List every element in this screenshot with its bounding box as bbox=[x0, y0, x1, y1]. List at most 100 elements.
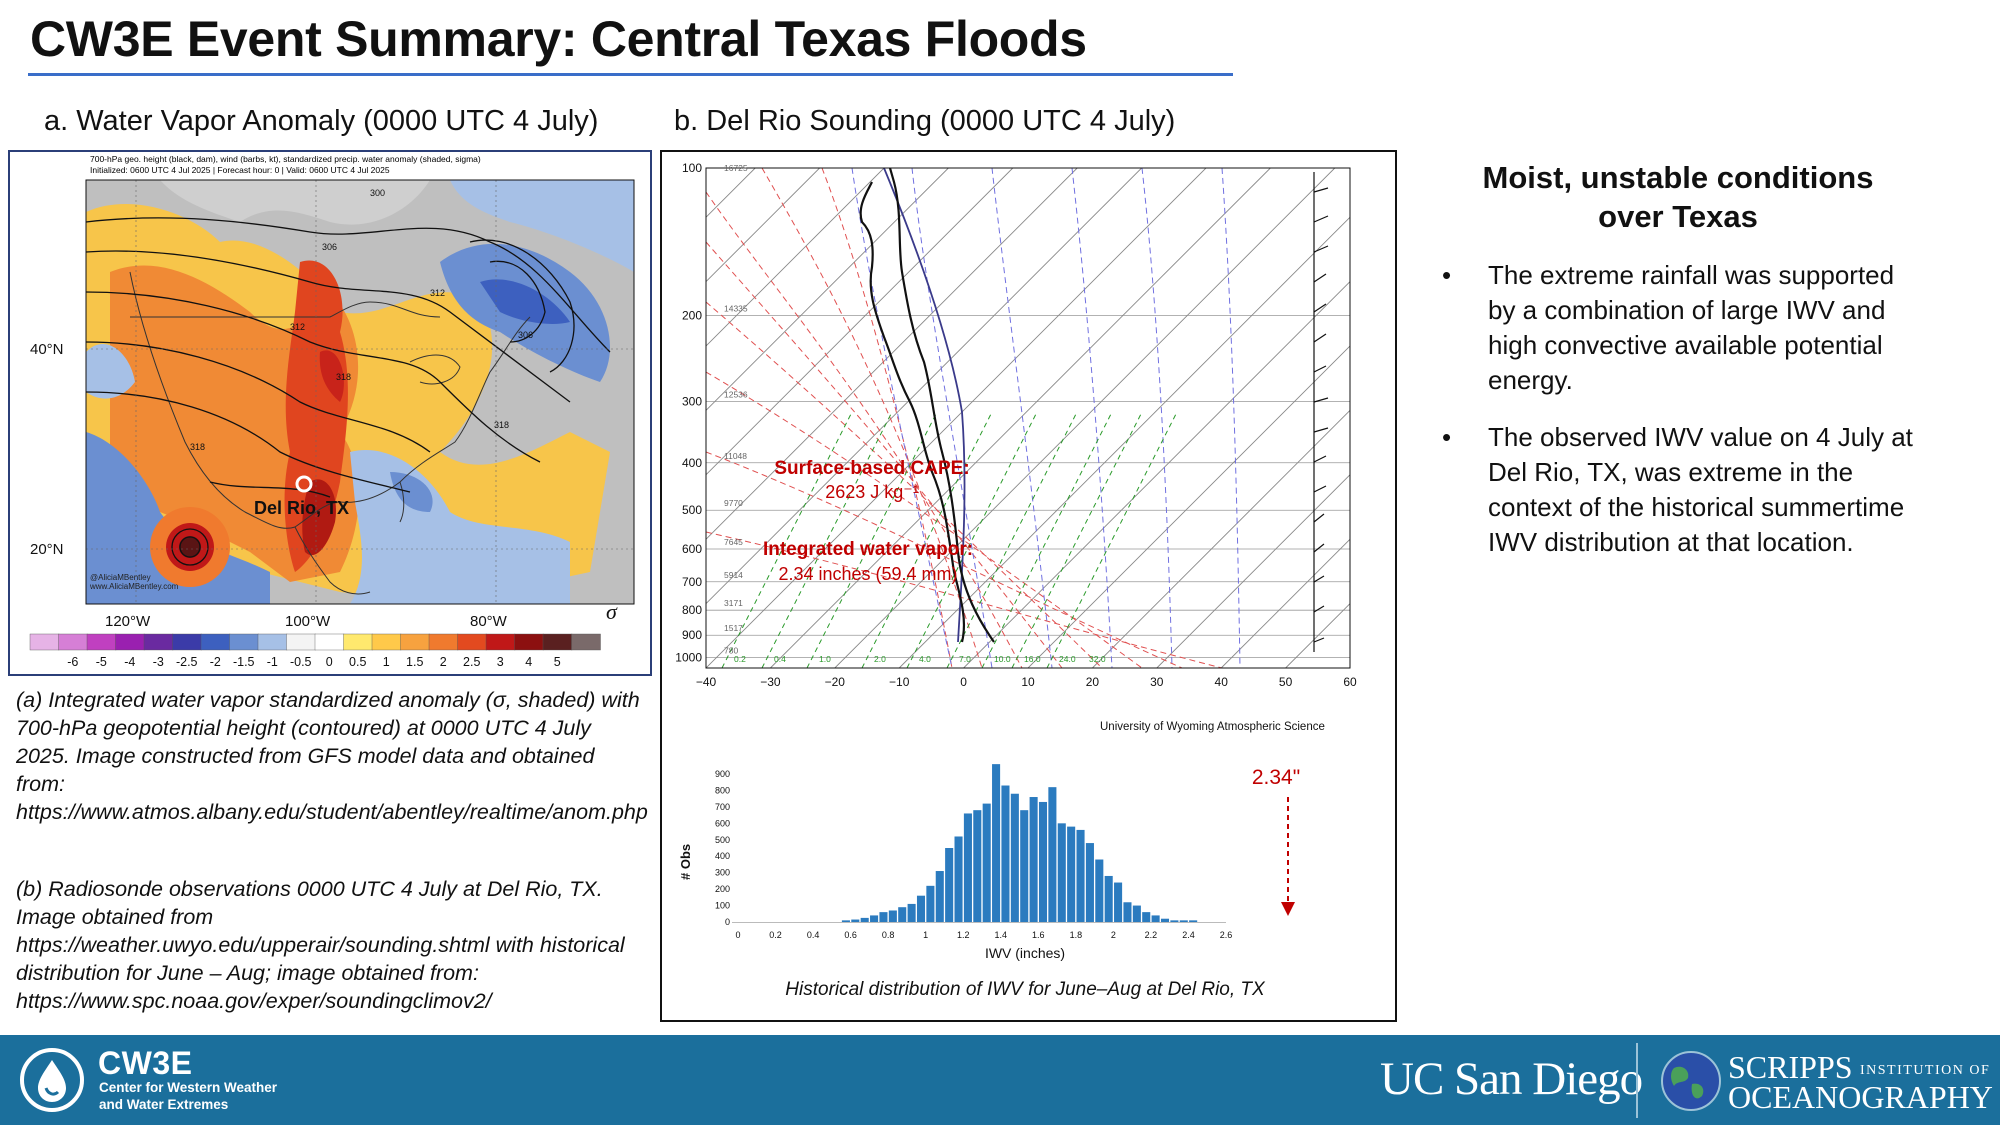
histogram-bar bbox=[898, 907, 907, 922]
temperature-tick: 40 bbox=[1215, 675, 1229, 689]
map-credit: @AliciaMBentley bbox=[90, 573, 151, 582]
histogram-ytick: 300 bbox=[715, 868, 730, 878]
scripps-logo-institution: INSTITUTION OF bbox=[1860, 1063, 1991, 1078]
anomaly-shading bbox=[86, 180, 634, 604]
ucsd-logo: UC San Diego bbox=[1380, 1053, 1643, 1105]
histogram-bar bbox=[1189, 920, 1198, 922]
temperature-tick: −20 bbox=[825, 675, 846, 689]
colorbar-unit: σ bbox=[606, 599, 618, 624]
isotherm-line bbox=[1027, 345, 1350, 668]
histogram-bar bbox=[1132, 905, 1141, 922]
histogram-ytick: 100 bbox=[715, 901, 730, 911]
histogram-xtick: 1.8 bbox=[1070, 930, 1083, 940]
histogram-xtick: 2.6 bbox=[1220, 930, 1233, 940]
colorbar-swatch bbox=[485, 633, 516, 651]
histogram-xtick: 0 bbox=[735, 930, 740, 940]
temperature-tick: 20 bbox=[1086, 675, 1100, 689]
histogram-xtick: 0.2 bbox=[769, 930, 782, 940]
scripps-logo-line-2: OCEANOGRAPHY bbox=[1728, 1079, 1993, 1115]
colorbar-tick: 4 bbox=[525, 655, 532, 669]
histogram-xtick: 2.2 bbox=[1145, 930, 1158, 940]
temperature-tick: −30 bbox=[760, 675, 781, 689]
footer-divider bbox=[1636, 1043, 1638, 1118]
pressure-labels: 100 200 300 400 500 600 700 800 900 1000 bbox=[675, 161, 702, 665]
histogram-xtick: 1.2 bbox=[957, 930, 970, 940]
colorbar-tick: -6 bbox=[67, 655, 78, 669]
histogram-xtick: 2 bbox=[1111, 930, 1116, 940]
histogram-ytick: 800 bbox=[715, 785, 730, 795]
pressure-label: 800 bbox=[682, 603, 702, 617]
colorbar-swatch bbox=[314, 633, 345, 651]
histogram-bar bbox=[1038, 801, 1048, 922]
histogram-bar bbox=[1085, 843, 1094, 922]
coastlines bbox=[129, 271, 531, 595]
lon-label: 120°W bbox=[105, 613, 151, 630]
page-title: CW3E Event Summary: Central Texas Floods bbox=[30, 11, 1087, 67]
height-label: 3171 bbox=[724, 598, 743, 608]
temperature-profile bbox=[888, 168, 995, 643]
colorbar-swatch bbox=[542, 633, 573, 651]
histogram-bar bbox=[935, 871, 944, 922]
histogram-xtick: 0.8 bbox=[882, 930, 895, 940]
histogram-bar bbox=[851, 919, 860, 922]
histogram-bar bbox=[1151, 915, 1160, 922]
iwv-histogram: 900 800 700 600 500 400 300 200 100 00 0.2 0.4 0.6 0.… bbox=[715, 764, 1232, 940]
histogram-bar bbox=[982, 803, 991, 922]
pressure-label: 900 bbox=[682, 628, 702, 642]
iwv-title: Integrated water vapor: bbox=[763, 539, 973, 560]
isotherm-line bbox=[898, 216, 1350, 668]
isotherm-line bbox=[662, 168, 691, 668]
map-credit-url: www.AliciaMBentley.com bbox=[89, 582, 179, 591]
temperature-tick: 50 bbox=[1279, 675, 1293, 689]
histogram-ytick: 500 bbox=[715, 835, 730, 845]
histogram-bar bbox=[1057, 823, 1066, 922]
colorbar-tick: -1 bbox=[267, 655, 278, 669]
colorbar-swatch bbox=[428, 633, 459, 651]
bullet-text: The extreme rainfall was supported by a … bbox=[1488, 260, 1895, 395]
contour-label: 306 bbox=[322, 242, 337, 252]
pressure-label: 200 bbox=[682, 308, 702, 322]
height-label: 16725 bbox=[724, 163, 748, 173]
colorbar-tick: -0.5 bbox=[290, 655, 312, 669]
temperature-ticks: −40 −30 −20 −10 0 10 20 30 40 50 60 bbox=[696, 675, 1357, 689]
histogram-ytick: 200 bbox=[715, 884, 730, 894]
colorbar-swatch bbox=[571, 633, 601, 651]
colorbar bbox=[29, 633, 601, 651]
colorbar-swatch bbox=[457, 633, 487, 651]
right-heading-line-1: Moist, unstable conditions bbox=[1482, 160, 1874, 195]
histogram-bar bbox=[1142, 912, 1151, 922]
isotherm-line bbox=[770, 168, 1271, 668]
colorbar-tick: -2 bbox=[210, 655, 221, 669]
title-underline bbox=[28, 73, 1233, 76]
colorbar-swatch bbox=[172, 633, 202, 651]
bullet-icon: • bbox=[1442, 260, 1452, 290]
dewpoint-profile bbox=[859, 181, 966, 643]
bullet-icon: • bbox=[1442, 422, 1452, 452]
isotherm-line bbox=[1156, 474, 1350, 668]
isotherm-line bbox=[706, 168, 820, 283]
colorbar-tick: -4 bbox=[124, 655, 135, 669]
contour-label: 312 bbox=[290, 322, 305, 332]
colorbar-tick: 3 bbox=[497, 655, 504, 669]
graticule bbox=[86, 180, 634, 604]
histogram-bar bbox=[841, 920, 850, 922]
contour-label: 300 bbox=[370, 188, 385, 198]
histogram-bar bbox=[1067, 826, 1076, 922]
del-rio-marker-icon bbox=[295, 475, 313, 493]
histogram-bar bbox=[1048, 787, 1057, 922]
histogram-bar bbox=[879, 912, 888, 922]
sounding-panel: 100 200 300 400 500 600 700 800 900 1000 16725 143… bbox=[660, 150, 1397, 1022]
mixing-ratio-label: 0.2 bbox=[734, 654, 746, 664]
colorbar-swatch bbox=[58, 633, 88, 651]
colorbar-tick: -3 bbox=[153, 655, 164, 669]
mixing-ratio-label: 0.4 bbox=[774, 654, 786, 664]
mixing-ratio-label: 32.0 bbox=[1089, 654, 1106, 664]
cw3e-subtitle: and Water Extremes bbox=[99, 1097, 229, 1112]
cw3e-logo-icon bbox=[20, 1048, 84, 1112]
height-label: 11048 bbox=[724, 451, 747, 461]
bullet-text: The observed IWV value on 4 July at Del … bbox=[1488, 422, 1913, 557]
height-labels: 16725 14335 12536 11048 9770 7645 5914 3171 1517… bbox=[724, 163, 748, 656]
mixing-ratio-lines bbox=[721, 411, 1178, 668]
histogram-marker-label: 2.34" bbox=[1252, 766, 1300, 789]
histogram-bar bbox=[1095, 859, 1104, 922]
